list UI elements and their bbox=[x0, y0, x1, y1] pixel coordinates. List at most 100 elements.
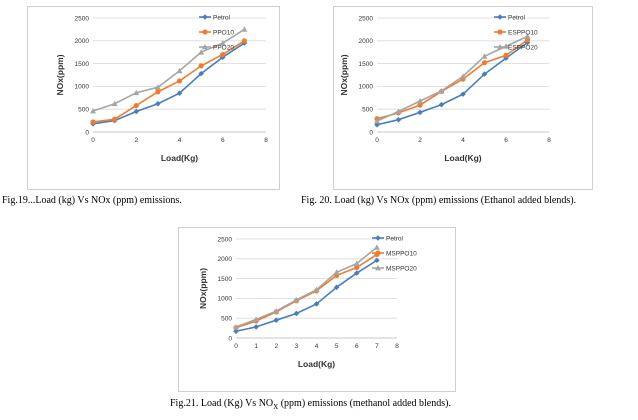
legend-marker-petrol bbox=[375, 235, 381, 241]
data-point-msppo10 bbox=[354, 264, 360, 271]
x-tick-label: 5 bbox=[335, 343, 339, 350]
legend-marker-petrol bbox=[497, 14, 503, 20]
series-line-esppo20 bbox=[376, 35, 528, 122]
series-line-petrol bbox=[92, 42, 245, 125]
nox-chart-fig21: 0 500 1000 1500 2000 2500 0 1 2 3 4 5 6 7 8 Load(Kg) NOx… bbox=[198, 235, 417, 369]
y-tick-label: 0 bbox=[369, 129, 373, 136]
legend-marker-ppo10 bbox=[202, 29, 208, 35]
data-point-ppo10 bbox=[176, 78, 183, 84]
legend-label: MSPPO20 bbox=[386, 265, 417, 272]
data-point-ppo20 bbox=[90, 108, 96, 114]
data-point-ppo20 bbox=[154, 84, 161, 90]
series-line-ppo10 bbox=[92, 40, 245, 123]
data-point-ppo20 bbox=[219, 40, 226, 46]
data-point-msppo20 bbox=[273, 308, 280, 314]
x-tick-label: 4 bbox=[315, 343, 319, 350]
chart-panel-fig19: 0 500 1000 1500 2000 2500 0 2 4 6 8 Load(Kg) NOx(ppm… bbox=[27, 6, 280, 190]
legend-marker-petrol bbox=[202, 14, 208, 20]
legend-label: PPO20 bbox=[213, 44, 234, 51]
data-point-ppo10 bbox=[112, 116, 118, 122]
data-point-petrol bbox=[198, 70, 204, 77]
data-point-esppo10 bbox=[481, 60, 488, 66]
data-point-msppo20 bbox=[353, 260, 360, 266]
series-line-petrol bbox=[235, 259, 378, 333]
y-tick-label: 1500 bbox=[218, 276, 233, 283]
figure-caption-fig20: Fig. 20. Load (kg) Vs NOx (ppm) emission… bbox=[301, 195, 577, 206]
y-tick-label: 2000 bbox=[75, 38, 90, 45]
x-tick-label: 0 bbox=[375, 137, 379, 144]
x-axis-title: Load(Kg) bbox=[161, 153, 198, 163]
data-point-esppo10 bbox=[503, 52, 509, 58]
y-tick-label: 1000 bbox=[218, 296, 233, 303]
data-point-ppo10 bbox=[133, 102, 139, 109]
data-point-msppo20 bbox=[373, 244, 380, 250]
data-point-petrol bbox=[176, 90, 183, 97]
x-tick-label: 8 bbox=[547, 137, 551, 144]
legend-marker-ppo20 bbox=[202, 44, 208, 50]
data-point-ppo10 bbox=[198, 63, 204, 69]
caption-subscript: X bbox=[273, 403, 279, 411]
data-point-esppo20 bbox=[524, 33, 531, 39]
x-tick-label: 4 bbox=[178, 137, 182, 144]
data-point-ppo20 bbox=[198, 49, 205, 55]
legend-label: Petrol bbox=[386, 235, 404, 242]
x-tick-label: 6 bbox=[221, 137, 225, 144]
y-tick-label: 2500 bbox=[218, 236, 233, 243]
data-point-ppo10 bbox=[241, 38, 247, 44]
data-point-ppo20 bbox=[133, 89, 140, 96]
data-point-petrol bbox=[417, 109, 423, 116]
data-point-petrol bbox=[253, 324, 259, 330]
x-axis-title: Load(Kg) bbox=[444, 153, 481, 163]
x-axis-title: Load(Kg) bbox=[298, 359, 335, 369]
y-tick-label: 500 bbox=[78, 107, 89, 114]
y-tick-label: 500 bbox=[221, 316, 232, 323]
chart-panel-fig21: 0 500 1000 1500 2000 2500 0 1 2 3 4 5 6 7 8 Load(Kg) NOx… bbox=[178, 227, 456, 392]
data-point-ppo10 bbox=[220, 51, 226, 58]
data-point-petrol bbox=[374, 257, 380, 264]
data-point-esppo20 bbox=[481, 53, 488, 59]
y-tick-label: 500 bbox=[362, 107, 373, 114]
series-line-msppo10 bbox=[235, 253, 378, 329]
y-tick-label: 0 bbox=[228, 335, 232, 342]
data-point-msppo20 bbox=[253, 316, 260, 322]
data-point-petrol bbox=[133, 108, 140, 115]
data-point-esppo20 bbox=[374, 118, 380, 124]
y-tick-label: 1500 bbox=[75, 61, 90, 68]
y-tick-label: 1500 bbox=[359, 61, 374, 68]
series-line-ppo20 bbox=[92, 28, 245, 112]
x-tick-label: 1 bbox=[254, 343, 258, 350]
data-point-esppo10 bbox=[417, 102, 423, 108]
data-point-petrol bbox=[438, 101, 445, 108]
legend-marker-esppo20 bbox=[497, 44, 503, 50]
data-point-msppo20 bbox=[313, 286, 320, 293]
legend-label: PPO10 bbox=[213, 29, 234, 36]
data-point-msppo20 bbox=[233, 323, 239, 330]
data-point-ppo10 bbox=[155, 89, 161, 95]
legend-label: Petrol bbox=[508, 14, 526, 21]
data-point-ppo20 bbox=[111, 100, 118, 107]
caption-text: Fig.21. Load (Kg) Vs NO bbox=[170, 398, 274, 409]
y-tick-label: 1000 bbox=[359, 84, 374, 91]
y-axis-title: NOx(ppm) bbox=[339, 54, 349, 95]
y-tick-label: 2000 bbox=[359, 38, 374, 45]
legend-marker-msppo10 bbox=[375, 250, 381, 256]
data-point-msppo20 bbox=[293, 296, 300, 303]
legend-label: MSPPO10 bbox=[386, 250, 417, 257]
legend-label: Petrol bbox=[213, 14, 231, 21]
x-tick-label: 8 bbox=[395, 343, 399, 350]
data-point-petrol bbox=[481, 71, 488, 77]
y-tick-label: 2000 bbox=[218, 256, 233, 263]
y-tick-label: 1000 bbox=[75, 84, 90, 91]
data-point-petrol bbox=[460, 91, 466, 97]
series-line-msppo20 bbox=[235, 246, 378, 328]
y-tick-label: 2500 bbox=[359, 15, 374, 22]
figure-caption-fig19: Fig.19...Load (kg) Vs NOx (ppm) emission… bbox=[2, 195, 182, 206]
figure-caption-fig21: Fig.21. Load (Kg) Vs NOX (ppm) emissions… bbox=[170, 398, 451, 411]
data-point-esppo20 bbox=[395, 108, 402, 114]
data-point-petrol bbox=[353, 270, 360, 276]
data-point-ppo10 bbox=[90, 119, 96, 125]
x-tick-label: 2 bbox=[134, 137, 138, 144]
legend-label: ESPPO10 bbox=[508, 29, 538, 36]
y-tick-label: 2500 bbox=[75, 15, 90, 22]
legend-marker-esppo10 bbox=[497, 29, 503, 35]
